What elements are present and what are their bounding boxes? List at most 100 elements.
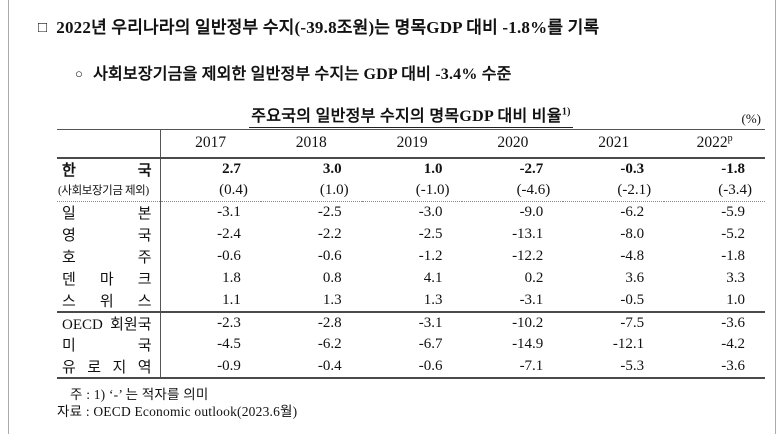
value-cell: (-1.0)	[415, 181, 450, 198]
value-cell: -3.0	[418, 204, 443, 221]
row-label: OECD 회원국	[57, 311, 161, 334]
row-label: 미 국	[57, 333, 161, 356]
row-label: (사회보장기금 제외)	[57, 179, 161, 202]
value-cell: -10.2	[512, 314, 544, 331]
value-cell: -2.4	[217, 226, 241, 242]
value-cell: -14.9	[512, 336, 544, 352]
table-row-korea-excl-social-security: (사회보장기금 제외) (0.4) (1.0) (-1.0) (-4.6) (-…	[57, 179, 765, 202]
circle-bullet-icon: ○	[75, 66, 84, 81]
value-cell: -6.2	[620, 204, 645, 221]
footnote-definition: 주 : 1) ‘-’ 는 적자를 의미	[70, 387, 209, 402]
value-cell: -5.2	[721, 226, 745, 242]
value-cell: -1.2	[418, 248, 443, 264]
value-cell: 2.7	[222, 160, 241, 177]
unit-label: (%)	[741, 111, 762, 126]
row-label: 호 주	[57, 245, 161, 268]
table-title-row: 주요국의 일반정부 수지의 명목GDP 대비 비율1) (%)	[57, 98, 765, 129]
report-heading-primary-text: 2022년 우리나라의 일반정부 수지(-39.8조원)는 명목GDP 대비 -…	[56, 18, 600, 37]
year-header-2022-text: 2022	[696, 134, 728, 152]
value-cell: -6.7	[418, 336, 443, 352]
value-cell: -1.8	[721, 248, 745, 264]
table-row-eurozone: 유 로 지 역 -0.9 -0.4 -0.6 -7.1 -5.3 -3.6	[57, 355, 765, 378]
value-cell: -0.9	[217, 357, 241, 374]
value-cell: -3.6	[721, 314, 745, 331]
value-cell: -4.2	[721, 336, 745, 352]
year-header-2021: 2021	[563, 129, 665, 159]
row-label: 영 국	[57, 223, 161, 246]
page-right-border	[775, 0, 776, 434]
value-cell: -4.5	[217, 336, 241, 352]
year-header-2017: 2017	[160, 129, 261, 159]
year-header-2018: 2018	[260, 129, 362, 159]
value-cell: 1.8	[222, 270, 241, 286]
table-row-uk: 영 국 -2.4 -2.2 -2.5 -13.1 -8.0 -5.2	[57, 223, 765, 246]
value-cell: (-4.6)	[516, 181, 551, 198]
value-cell: 4.1	[423, 270, 443, 286]
table-row-oecd-members: OECD 회원국 -2.3 -2.8 -3.1 -10.2 -7.5 -3.6	[57, 311, 765, 334]
year-header-2022: 2022p	[664, 129, 765, 159]
value-cell: -0.6	[217, 248, 241, 264]
value-cell: -9.0	[519, 204, 544, 221]
value-cell: -6.2	[317, 336, 342, 352]
value-cell: -5.3	[620, 357, 645, 374]
report-heading-secondary-text: 사회보장기금을 제외한 일반정부 수지는 GDP 대비 -3.4% 수준	[93, 66, 512, 83]
value-cell: -3.1	[418, 314, 443, 331]
report-heading-primary: □ 2022년 우리나라의 일반정부 수지(-39.8조원)는 명목GDP 대비 …	[38, 13, 748, 38]
report-heading-secondary: ○ 사회보장기금을 제외한 일반정부 수지는 GDP 대비 -3.4% 수준	[75, 60, 735, 84]
value-cell: 0.2	[524, 270, 544, 286]
value-cell: -4.8	[620, 248, 645, 264]
value-cell: -13.1	[512, 226, 544, 242]
value-cell: -1.8	[721, 160, 745, 177]
value-cell: -12.2	[512, 248, 544, 264]
row-label: 한 국	[57, 157, 161, 180]
value-cell: -0.4	[317, 357, 342, 374]
table-row-usa: 미 국 -4.5 -6.2 -6.7 -14.9 -12.1 -4.2	[57, 333, 765, 356]
value-cell: 1.0	[726, 291, 745, 308]
table-row-japan: 일 본 -3.1 -2.5 -3.0 -9.0 -6.2 -5.9	[57, 201, 765, 224]
table-row-denmark: 덴 마 크 1.8 0.8 4.1 0.2 3.6 3.3	[57, 267, 765, 290]
value-cell: 1.0	[423, 160, 443, 177]
square-bullet-icon: □	[38, 20, 48, 36]
value-cell: 1.3	[322, 291, 342, 308]
value-cell: -7.1	[519, 357, 544, 374]
row-label: 유 로 지 역	[57, 355, 161, 378]
table-title: 주요국의 일반정부 수지의 명목GDP 대비 비율1)	[249, 102, 573, 128]
page-left-border	[8, 0, 9, 434]
provisional-marker: p	[727, 133, 733, 145]
value-cell: -0.3	[620, 160, 645, 177]
value-cell: 3.0	[322, 160, 342, 177]
value-cell: -2.7	[519, 160, 544, 177]
value-cell: -12.1	[612, 336, 645, 352]
value-cell: -3.1	[217, 204, 241, 221]
value-cell: (-3.4)	[718, 181, 752, 198]
value-cell: -8.0	[620, 226, 645, 242]
value-cell: -2.2	[317, 226, 342, 242]
value-cell: 0.8	[322, 270, 342, 286]
value-cell: 3.3	[726, 270, 745, 286]
value-cell: (-2.1)	[617, 181, 652, 198]
source-note: 자료 : OECD Economic outlook(2023.6월)	[57, 403, 298, 419]
row-label: 스 위 스	[57, 289, 161, 312]
value-cell: (0.4)	[219, 181, 248, 198]
value-cell: -2.3	[217, 314, 241, 331]
value-cell: 1.1	[222, 291, 241, 308]
value-cell: -0.6	[418, 357, 443, 374]
table-footnotes: 주 : 1) ‘-’ 는 적자를 의미 자료 : OECD Economic o…	[57, 387, 297, 420]
table-row-australia: 호 주 -0.6 -0.6 -1.2 -12.2 -4.8 -1.8	[57, 245, 765, 268]
value-cell: -0.6	[317, 248, 342, 264]
value-cell: -7.5	[620, 314, 645, 331]
value-cell: -3.6	[721, 357, 745, 374]
year-header-2020: 2020	[462, 129, 564, 159]
row-label: 덴 마 크	[57, 267, 161, 290]
value-cell: -2.5	[418, 226, 443, 242]
year-header-row: 2017 2018 2019 2020 2021 2022p	[57, 129, 765, 159]
row-label: 일 본	[57, 201, 161, 224]
value-cell: 3.6	[625, 270, 645, 286]
corner-header-cell	[57, 129, 161, 159]
fiscal-balance-table: 2017 2018 2019 2020 2021 2022p 한 국 2.7 3…	[57, 129, 765, 379]
value-cell: -3.1	[519, 291, 544, 308]
table-title-footnote-marker: 1)	[561, 106, 571, 118]
value-cell: (1.0)	[319, 181, 349, 198]
table-row-korea: 한 국 2.7 3.0 1.0 -2.7 -0.3 -1.8	[57, 157, 765, 180]
value-cell: 1.3	[423, 291, 443, 308]
